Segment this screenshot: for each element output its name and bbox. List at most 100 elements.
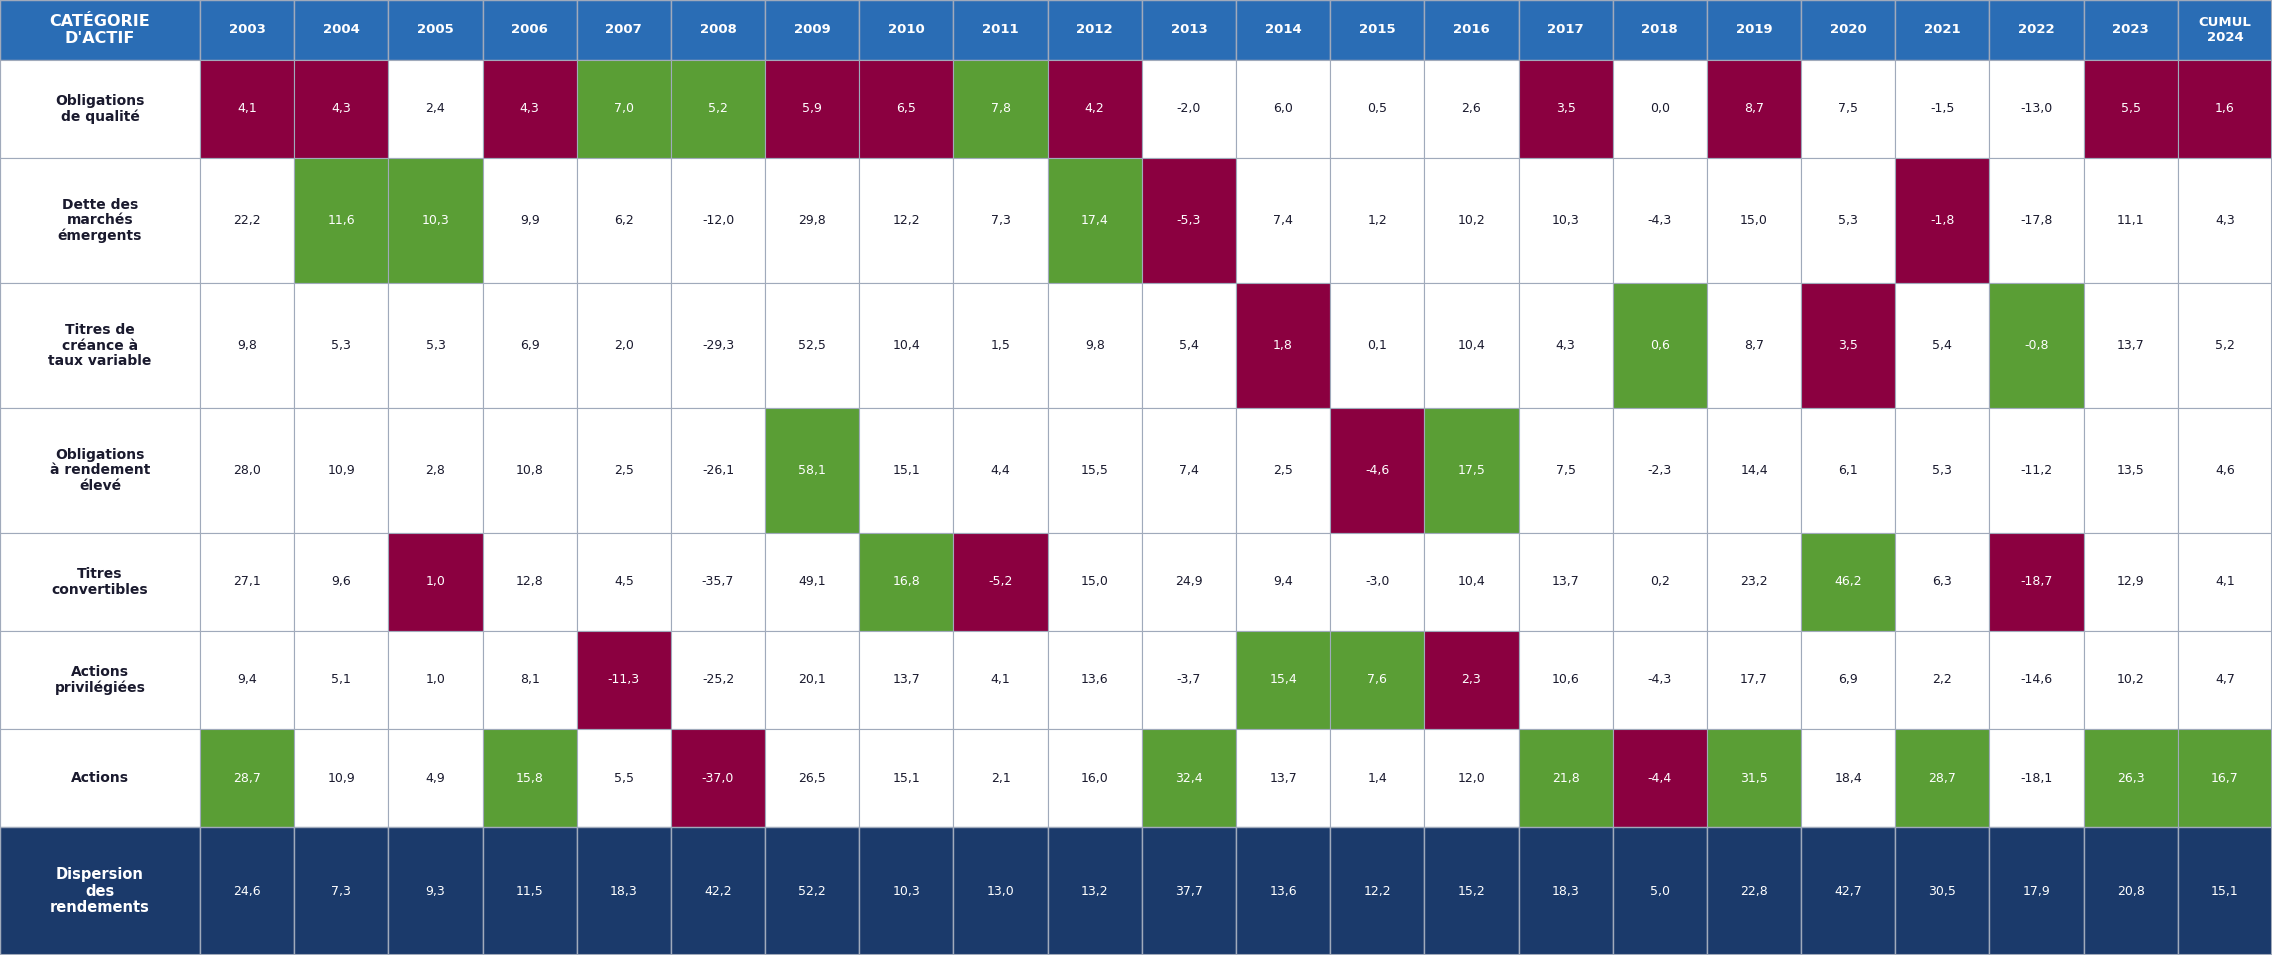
Text: 21,8: 21,8 — [1552, 772, 1579, 784]
Text: CUMUL
2024: CUMUL 2024 — [2199, 16, 2252, 44]
Text: 8,1: 8,1 — [520, 673, 538, 687]
Bar — [482, 631, 577, 729]
Text: -12,0: -12,0 — [702, 214, 734, 227]
Bar — [1990, 158, 2083, 283]
Bar — [1613, 631, 1706, 729]
Text: 11,6: 11,6 — [327, 214, 354, 227]
Text: 7,3: 7,3 — [991, 214, 1011, 227]
Bar — [859, 158, 954, 283]
Text: 15,2: 15,2 — [1459, 884, 1486, 898]
Bar — [2179, 0, 2272, 60]
Bar — [1236, 60, 1329, 158]
Bar — [1802, 158, 1895, 283]
Bar — [389, 60, 482, 158]
Text: 13,5: 13,5 — [2118, 464, 2145, 477]
Bar — [2179, 729, 2272, 827]
Text: 8,7: 8,7 — [1745, 102, 1763, 116]
Text: 20,1: 20,1 — [797, 673, 827, 687]
Text: 2,4: 2,4 — [425, 102, 445, 116]
Text: 4,4: 4,4 — [991, 464, 1011, 477]
Bar — [389, 0, 482, 60]
Text: 26,3: 26,3 — [2118, 772, 2145, 784]
Bar — [1143, 283, 1236, 408]
Text: 2008: 2008 — [700, 24, 736, 36]
Bar — [1518, 0, 1613, 60]
Text: -26,1: -26,1 — [702, 464, 734, 477]
Bar — [766, 60, 859, 158]
Text: 13,0: 13,0 — [986, 884, 1013, 898]
Bar — [482, 408, 577, 533]
Bar — [2083, 0, 2179, 60]
Bar — [1613, 0, 1706, 60]
Text: 32,4: 32,4 — [1175, 772, 1202, 784]
Bar — [1425, 729, 1518, 827]
Text: 2021: 2021 — [1924, 24, 1961, 36]
Text: 13,6: 13,6 — [1270, 884, 1297, 898]
Text: 46,2: 46,2 — [1834, 576, 1863, 588]
Text: 31,5: 31,5 — [1740, 772, 1768, 784]
Bar — [389, 631, 482, 729]
Text: 18,3: 18,3 — [1552, 884, 1579, 898]
Bar — [1895, 729, 1990, 827]
Bar — [859, 729, 954, 827]
Text: 1,8: 1,8 — [1272, 339, 1293, 352]
Text: Titres de
créance à
taux variable: Titres de créance à taux variable — [48, 323, 152, 368]
Text: 4,2: 4,2 — [1084, 102, 1104, 116]
Text: -1,8: -1,8 — [1931, 214, 1954, 227]
Text: -14,6: -14,6 — [2020, 673, 2052, 687]
Text: 0,1: 0,1 — [1368, 339, 1388, 352]
Text: 13,7: 13,7 — [1270, 772, 1297, 784]
Text: 13,7: 13,7 — [2118, 339, 2145, 352]
Text: 4,1: 4,1 — [2215, 576, 2236, 588]
Bar — [482, 827, 577, 955]
Text: 18,3: 18,3 — [609, 884, 638, 898]
Text: 17,4: 17,4 — [1081, 214, 1109, 227]
Text: 28,7: 28,7 — [1929, 772, 1956, 784]
Text: Dette des
marchés
émergents: Dette des marchés émergents — [57, 198, 143, 244]
Bar — [200, 729, 293, 827]
Bar — [670, 631, 766, 729]
Bar — [1047, 283, 1143, 408]
Bar — [954, 0, 1047, 60]
Bar — [293, 0, 389, 60]
Bar — [200, 631, 293, 729]
Bar — [389, 729, 482, 827]
Text: 5,5: 5,5 — [2120, 102, 2140, 116]
Bar — [1425, 533, 1518, 631]
Bar — [1706, 60, 1802, 158]
Bar — [1143, 729, 1236, 827]
Bar — [1802, 60, 1895, 158]
Text: 49,1: 49,1 — [797, 576, 827, 588]
Bar — [482, 0, 577, 60]
Bar — [859, 0, 954, 60]
Text: 2004: 2004 — [323, 24, 359, 36]
Bar — [389, 827, 482, 955]
Bar — [200, 533, 293, 631]
Bar — [1236, 533, 1329, 631]
Text: 2020: 2020 — [1829, 24, 1868, 36]
Bar — [1895, 60, 1990, 158]
Bar — [954, 631, 1047, 729]
Text: 2017: 2017 — [1547, 24, 1584, 36]
Text: 2023: 2023 — [2113, 24, 2149, 36]
Text: 16,8: 16,8 — [893, 576, 920, 588]
Bar — [1706, 729, 1802, 827]
Bar — [293, 631, 389, 729]
Bar — [2083, 158, 2179, 283]
Text: 9,8: 9,8 — [236, 339, 257, 352]
Bar — [293, 60, 389, 158]
Bar — [1518, 408, 1613, 533]
Text: 10,4: 10,4 — [893, 339, 920, 352]
Text: 7,5: 7,5 — [1556, 464, 1577, 477]
Text: 13,6: 13,6 — [1081, 673, 1109, 687]
Text: 24,9: 24,9 — [1175, 576, 1202, 588]
Text: 8,7: 8,7 — [1745, 339, 1763, 352]
Bar — [1329, 0, 1425, 60]
Bar — [954, 408, 1047, 533]
Bar — [1047, 827, 1143, 955]
Bar — [766, 729, 859, 827]
Bar — [954, 158, 1047, 283]
Text: 2016: 2016 — [1454, 24, 1490, 36]
Text: 12,2: 12,2 — [893, 214, 920, 227]
Bar — [200, 60, 293, 158]
